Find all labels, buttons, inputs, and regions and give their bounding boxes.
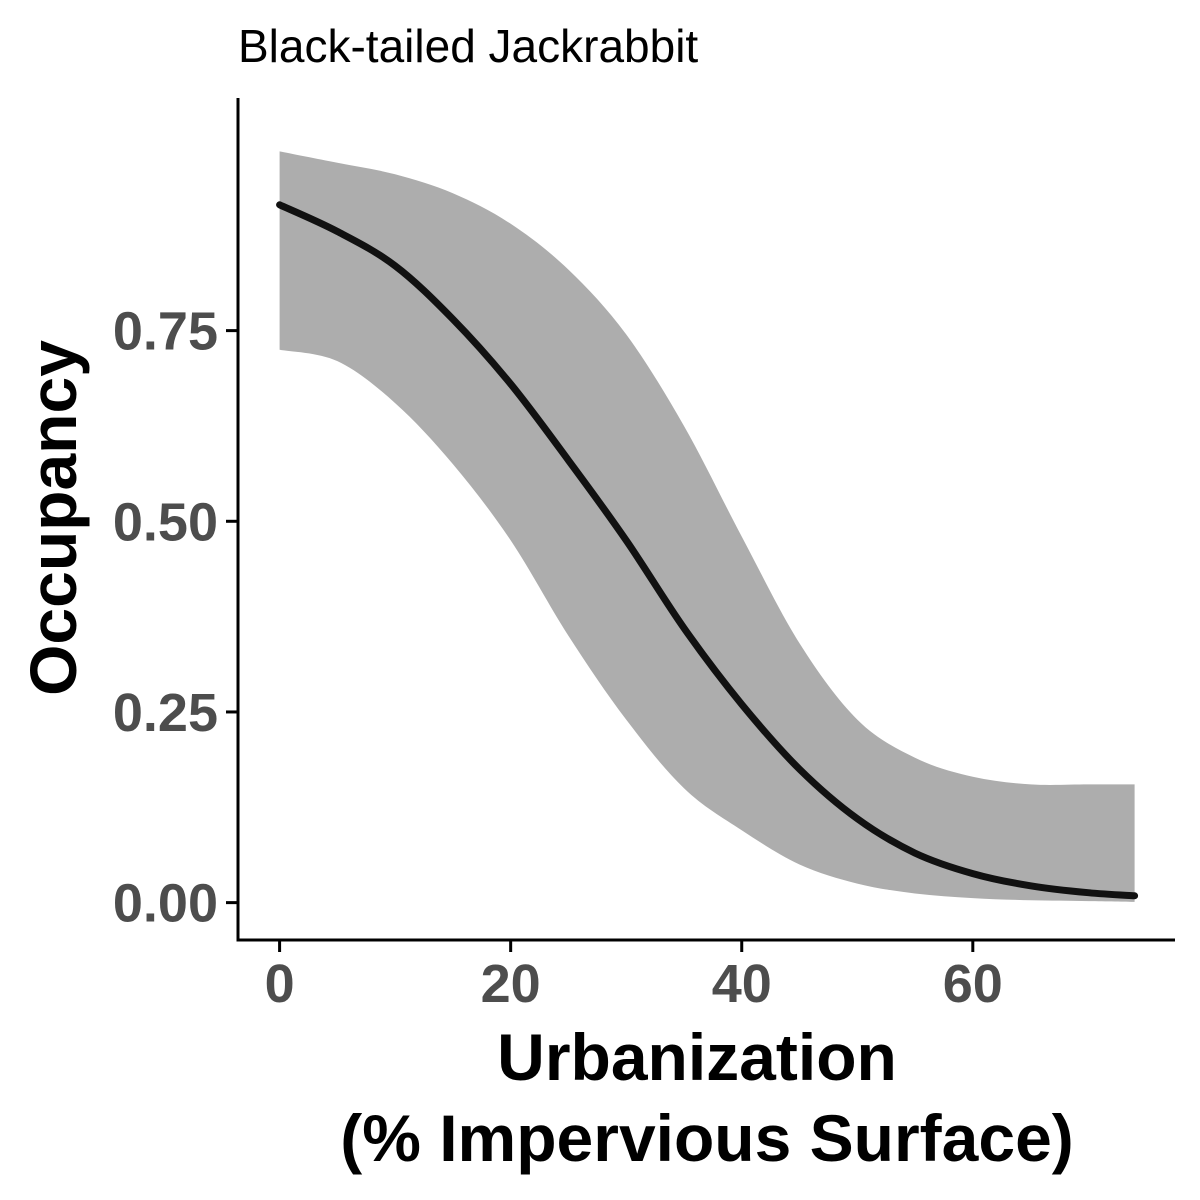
plot-area [276, 151, 1139, 902]
chart-title: Black-tailed Jackrabbit [238, 20, 698, 72]
x-tick-label: 60 [943, 954, 1003, 1014]
x-axis-ticks: 0 20 40 60 [265, 940, 1003, 1014]
x-axis-title-line-1: Urbanization [497, 1020, 897, 1094]
occupancy-line [276, 201, 1139, 900]
y-axis-title: Occupancy [16, 340, 90, 696]
x-tick-label: 20 [481, 954, 541, 1014]
y-tick-label: 0.75 [113, 302, 218, 362]
y-tick-label: 0.00 [113, 874, 218, 934]
x-tick-label: 0 [265, 954, 295, 1014]
x-axis-title-line-2: (% Impervious Surface) [340, 1101, 1074, 1175]
confidence-ribbon [279, 151, 1135, 902]
x-tick-label: 40 [712, 954, 772, 1014]
y-tick-label: 0.50 [113, 492, 218, 552]
y-axis-ticks: 0.00 0.25 0.50 0.75 [113, 302, 238, 934]
y-tick-label: 0.25 [113, 683, 218, 743]
